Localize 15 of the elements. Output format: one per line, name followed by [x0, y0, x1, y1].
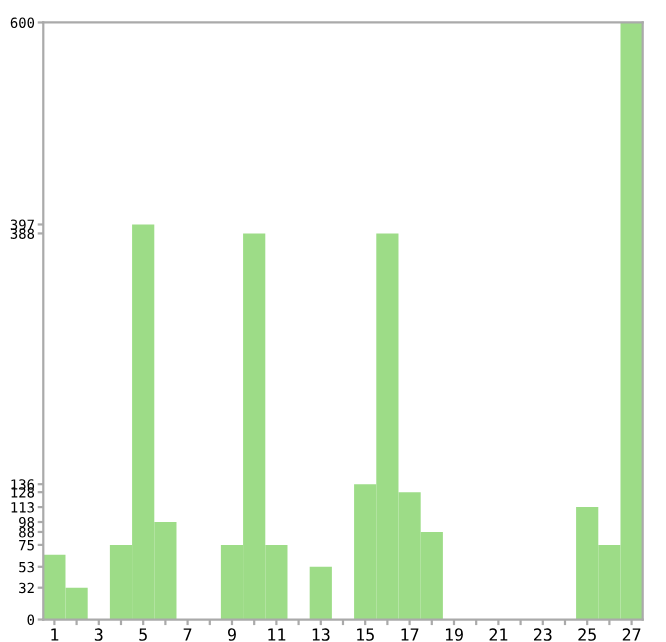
- x-tick-label: 15: [357, 628, 374, 641]
- x-tick-label: 17: [401, 628, 419, 641]
- x-tick-label: 9: [228, 628, 236, 641]
- x-tick-label: 7: [183, 628, 192, 641]
- x-tick-label: 13: [312, 628, 330, 641]
- x-tick-label: 27: [622, 628, 641, 641]
- x-tick-label: 21: [489, 628, 508, 641]
- x-tick-label: 25: [578, 628, 596, 641]
- x-tick-label: 3: [94, 628, 103, 641]
- x-tick-label: 11: [268, 628, 286, 641]
- x-tick-label: 1: [51, 628, 59, 641]
- x-tick-label: 23: [533, 628, 552, 641]
- x-tick-label: 5: [139, 628, 147, 641]
- bar: [309, 566, 332, 620]
- x-tick-label: 19: [445, 628, 463, 641]
